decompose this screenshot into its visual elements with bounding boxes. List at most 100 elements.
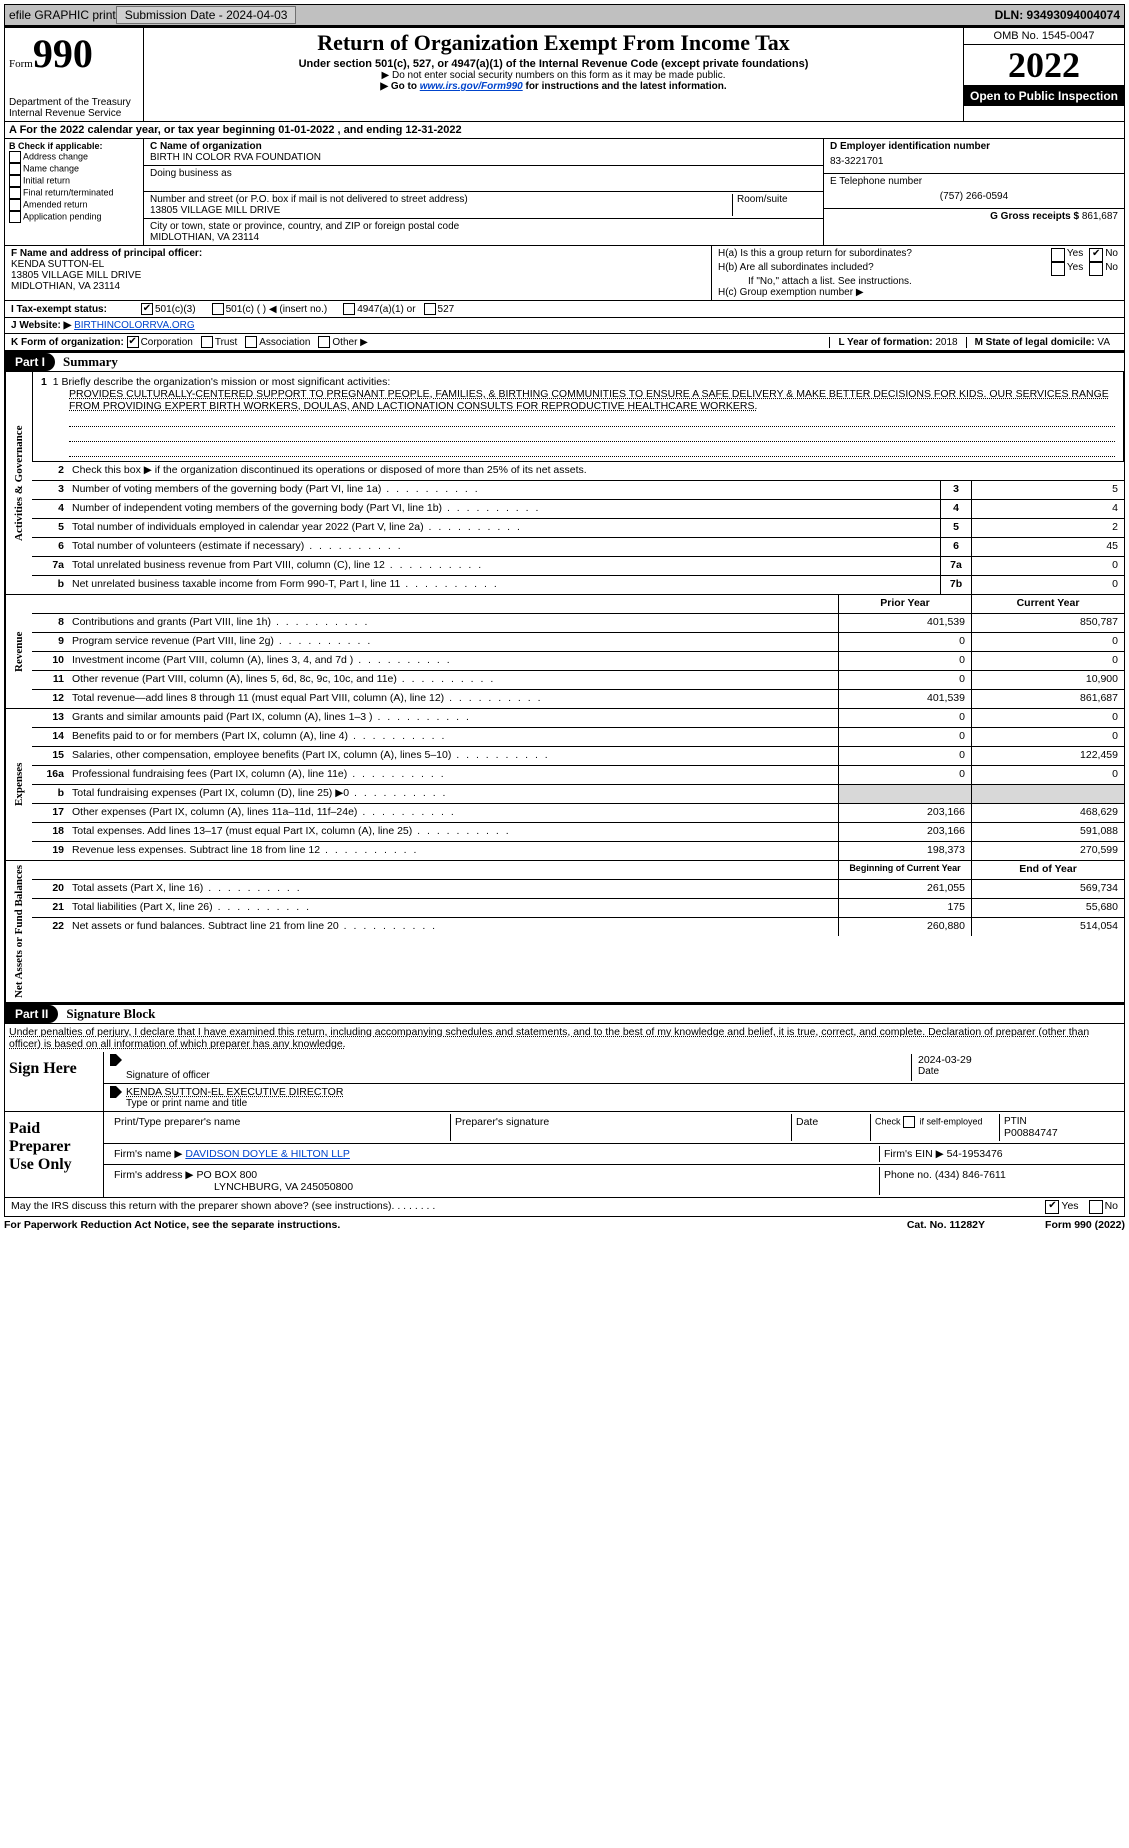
name-arrow-icon [110, 1086, 122, 1098]
501c-checkbox[interactable] [212, 303, 224, 315]
dept-label: Department of the Treasury [9, 97, 139, 108]
table-row: 20Total assets (Part X, line 16)261,0555… [32, 880, 1124, 899]
4947-checkbox[interactable] [343, 303, 355, 315]
col-b-checkboxes: B Check if applicable: Address change Na… [5, 139, 144, 245]
phone-value: (757) 266-0594 [830, 187, 1118, 206]
row-i-tax-status: I Tax-exempt status: 501(c)(3) 501(c) ( … [4, 301, 1125, 318]
col-c-org-info: C Name of organization BIRTH IN COLOR RV… [144, 139, 823, 245]
expenses-section: Expenses 13Grants and similar amounts pa… [4, 709, 1125, 861]
table-row: 22Net assets or fund balances. Subtract … [32, 918, 1124, 936]
table-row: 18Total expenses. Add lines 13–17 (must … [32, 823, 1124, 842]
rev-header: Prior Year Current Year [32, 595, 1124, 614]
self-employed-checkbox[interactable] [903, 1116, 915, 1128]
form-title: Return of Organization Exempt From Incom… [152, 30, 955, 56]
table-row: 10Investment income (Part VIII, column (… [32, 652, 1124, 671]
part-ii-header: Part II Signature Block [4, 1003, 1125, 1024]
ein-value: 83-3221701 [830, 152, 1118, 171]
org-city: MIDLOTHIAN, VA 23114 [150, 232, 817, 243]
efile-label: efile GRAPHIC print [9, 8, 116, 22]
efile-topbar: efile GRAPHIC print Submission Date - 20… [4, 4, 1125, 26]
table-row: 5Total number of individuals employed in… [32, 519, 1124, 538]
open-public-badge: Open to Public Inspection [964, 86, 1124, 106]
sign-arrow-icon [110, 1054, 122, 1066]
final-return-checkbox[interactable] [9, 187, 21, 199]
irs-label: Internal Revenue Service [9, 108, 139, 119]
hb-no-checkbox[interactable] [1089, 262, 1103, 276]
org-name: BIRTH IN COLOR RVA FOUNDATION [150, 152, 817, 163]
assoc-checkbox[interactable] [245, 336, 257, 348]
col-de: D Employer identification number 83-3221… [823, 139, 1124, 245]
row-klm: K Form of organization: Corporation Trus… [4, 334, 1125, 351]
name-change-checkbox[interactable] [9, 163, 21, 175]
website-link[interactable]: BIRTHINCOLORRVA.ORG [74, 320, 195, 331]
ssn-note: ▶ Do not enter social security numbers o… [152, 70, 955, 81]
state-domicile: VA [1097, 337, 1110, 348]
side-label-ag: Activities & Governance [5, 372, 32, 594]
side-label-na: Net Assets or Fund Balances [5, 861, 32, 1002]
side-label-rev: Revenue [5, 595, 32, 708]
netassets-section: Net Assets or Fund Balances Beginning of… [4, 861, 1125, 1003]
ptin-value: P00884747 [1004, 1127, 1114, 1139]
amended-return-checkbox[interactable] [9, 199, 21, 211]
address-change-checkbox[interactable] [9, 151, 21, 163]
ha-yes-checkbox[interactable] [1051, 248, 1065, 262]
side-label-exp: Expenses [5, 709, 32, 860]
form-subtitle: Under section 501(c), 527, or 4947(a)(1)… [152, 58, 955, 70]
row-j-website: J Website: ▶ BIRTHINCOLORRVA.ORG [4, 318, 1125, 334]
line-2: 2 Check this box ▶ if the organization d… [32, 462, 1124, 481]
section-fh: F Name and address of principal officer:… [4, 246, 1125, 301]
table-row: 13Grants and similar amounts paid (Part … [32, 709, 1124, 728]
table-row: 7aTotal unrelated business revenue from … [32, 557, 1124, 576]
paid-preparer-label: Paid Preparer Use Only [5, 1112, 104, 1197]
goto-note: ▶ Go to www.irs.gov/Form990 for instruct… [152, 81, 955, 92]
dln-label: DLN: 93493094004074 [995, 8, 1120, 22]
table-row: 17Other expenses (Part IX, column (A), l… [32, 804, 1124, 823]
irs-link[interactable]: www.irs.gov/Form990 [420, 81, 523, 92]
table-row: bTotal fundraising expenses (Part IX, co… [32, 785, 1124, 804]
501c3-checkbox[interactable] [141, 303, 153, 315]
initial-return-checkbox[interactable] [9, 175, 21, 187]
table-row: 9Program service revenue (Part VIII, lin… [32, 633, 1124, 652]
table-row: 19Revenue less expenses. Subtract line 1… [32, 842, 1124, 860]
sign-here-section: Sign Here Signature of officer 2024-03-2… [4, 1052, 1125, 1112]
table-row: 14Benefits paid to or for members (Part … [32, 728, 1124, 747]
527-checkbox[interactable] [424, 303, 436, 315]
table-row: 11Other revenue (Part VIII, column (A), … [32, 671, 1124, 690]
table-row: bNet unrelated business taxable income f… [32, 576, 1124, 594]
year-formation: 2018 [935, 337, 957, 348]
activities-governance-section: Activities & Governance 1 1 Briefly desc… [4, 372, 1125, 595]
paid-preparer-section: Paid Preparer Use Only Print/Type prepar… [4, 1112, 1125, 1217]
footer: For Paperwork Reduction Act Notice, see … [4, 1217, 1125, 1233]
submission-date-button[interactable]: Submission Date - 2024-04-03 [116, 6, 297, 24]
application-pending-checkbox[interactable] [9, 211, 21, 223]
line-1-mission: 1 1 Briefly describe the organization's … [32, 372, 1124, 462]
corp-checkbox[interactable] [127, 336, 139, 348]
firm-ein: 54-1953476 [947, 1148, 1003, 1160]
table-row: 12Total revenue—add lines 8 through 11 (… [32, 690, 1124, 708]
ha-no-checkbox[interactable] [1089, 248, 1103, 262]
form-header: Form990 Department of the Treasury Inter… [4, 26, 1125, 121]
table-row: 21Total liabilities (Part X, line 26)175… [32, 899, 1124, 918]
trust-checkbox[interactable] [201, 336, 213, 348]
hb-yes-checkbox[interactable] [1051, 262, 1065, 276]
perjury-declaration: Under penalties of perjury, I declare th… [4, 1024, 1125, 1052]
officer-name: KENDA SUTTON-EL EXECUTIVE DIRECTOR [126, 1086, 1118, 1098]
col-f-officer: F Name and address of principal officer:… [5, 246, 711, 300]
discuss-yes-checkbox[interactable] [1045, 1200, 1059, 1214]
part-i-header: Part I Summary [4, 351, 1125, 372]
table-row: 8Contributions and grants (Part VIII, li… [32, 614, 1124, 633]
revenue-section: Revenue Prior Year Current Year 8Contrib… [4, 595, 1125, 709]
firm-name-link[interactable]: DAVIDSON DOYLE & HILTON LLP [185, 1148, 350, 1160]
section-bcdeg: B Check if applicable: Address change Na… [4, 139, 1125, 246]
tax-year: 2022 [964, 44, 1124, 86]
other-checkbox[interactable] [318, 336, 330, 348]
col-h-group: H(a) Is this a group return for subordin… [711, 246, 1124, 300]
na-header: Beginning of Current Year End of Year [32, 861, 1124, 880]
table-row: 16aProfessional fundraising fees (Part I… [32, 766, 1124, 785]
discuss-no-checkbox[interactable] [1089, 1200, 1103, 1214]
form-number: Form990 [9, 30, 139, 77]
sign-date: 2024-03-29 [918, 1054, 1118, 1066]
gross-receipts: 861,687 [1082, 211, 1118, 222]
table-row: 4Number of independent voting members of… [32, 500, 1124, 519]
table-row: 3Number of voting members of the governi… [32, 481, 1124, 500]
